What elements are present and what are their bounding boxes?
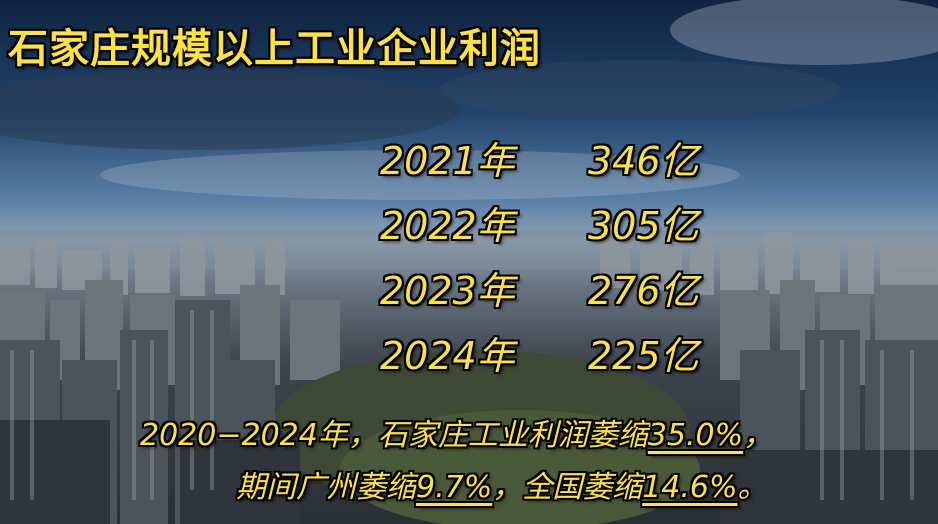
row-year: 2022年 <box>380 204 515 248</box>
row-year: 2024年 <box>380 334 515 378</box>
summary-line-2: 期间广州萎缩9.7%，全国萎缩14.6%。 <box>236 462 768 506</box>
profit-row-2021: 2021年 346亿 <box>380 130 699 185</box>
row-year: 2023年 <box>380 269 515 313</box>
summary-punct: ， <box>743 418 774 453</box>
summary-text: 2020−2024年，石家庄工业利润萎缩 <box>140 418 648 453</box>
row-value: 346亿 <box>588 139 699 183</box>
summary-line-1: 2020−2024年，石家庄工业利润萎缩35.0%， <box>140 410 773 454</box>
row-value: 305亿 <box>588 204 699 248</box>
summary-punct: 。 <box>737 470 768 505</box>
summary-text-mid: ，全国萎缩 <box>492 470 643 505</box>
shijiazhuang-decline-pct: 35.0% <box>647 418 744 453</box>
row-value: 225亿 <box>588 334 699 378</box>
profit-row-2023: 2023年 276亿 <box>380 260 699 315</box>
row-value: 276亿 <box>588 269 699 313</box>
profit-row-2024: 2024年 225亿 <box>380 325 699 380</box>
profit-row-2022: 2022年 305亿 <box>380 195 699 250</box>
guangzhou-decline-pct: 9.7% <box>416 470 493 505</box>
summary-text: 期间广州萎缩 <box>236 470 416 505</box>
national-decline-pct: 14.6% <box>642 470 738 505</box>
row-year: 2021年 <box>380 139 515 183</box>
page-title: 石家庄规模以上工业企业利润 <box>8 26 541 72</box>
